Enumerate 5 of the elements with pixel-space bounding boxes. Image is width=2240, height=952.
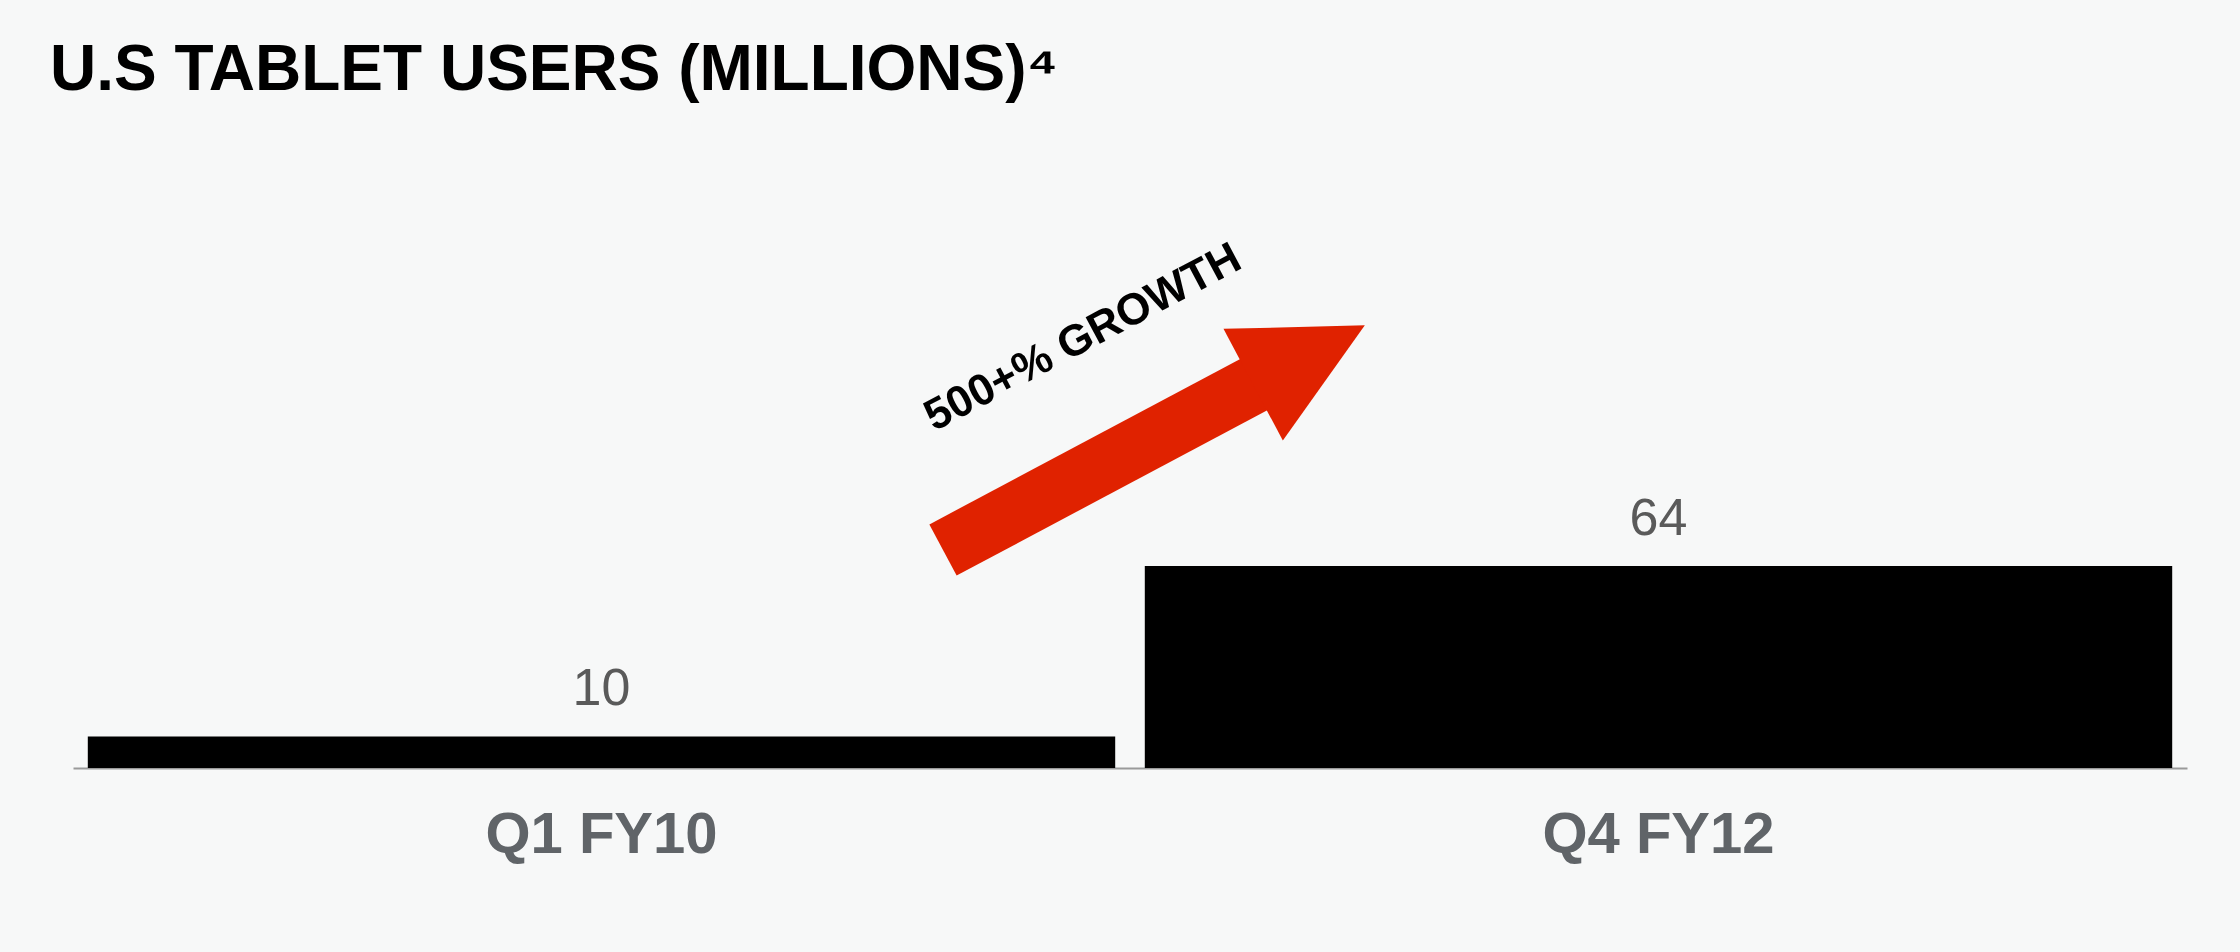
x-tick-label: Q4 FY12 xyxy=(1542,799,1775,865)
data-label: 64 xyxy=(1629,488,1688,546)
chart-title: U.S TABLET USERS (MILLIONS)⁴ xyxy=(50,32,1059,104)
x-tick-label: Q1 FY10 xyxy=(485,799,718,865)
data-label: 10 xyxy=(572,658,631,717)
